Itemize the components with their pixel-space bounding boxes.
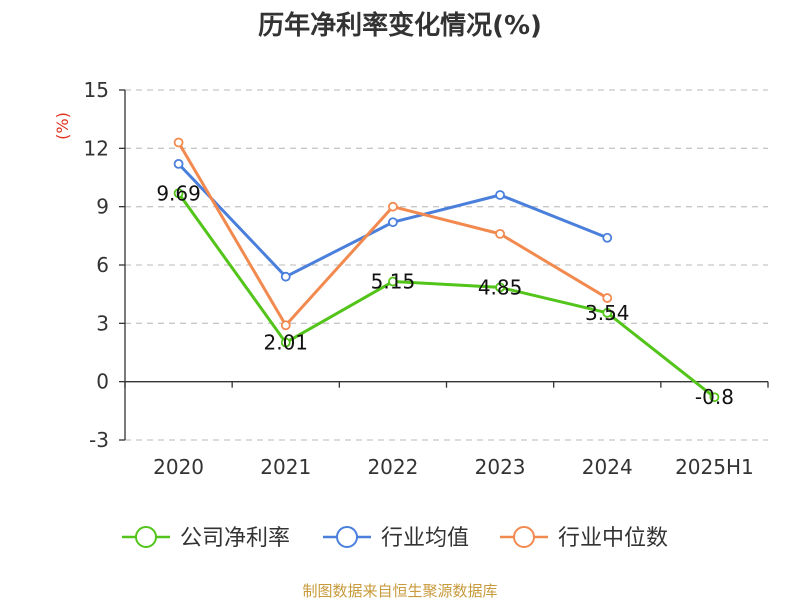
y-axis-unit-label: (%) <box>53 112 72 140</box>
y-tick-label: 15 <box>84 78 109 102</box>
data-point <box>388 276 398 287</box>
data-label: 3.54 <box>585 301 630 325</box>
data-point <box>495 282 505 293</box>
series-line <box>177 192 716 399</box>
legend-label: 公司净利率 <box>180 526 290 551</box>
legend[interactable]: 公司净利率 行业均值 行业中位数 <box>122 526 668 551</box>
x-tick-label: 2023 <box>475 455 526 479</box>
data-point <box>495 190 505 200</box>
legend-item[interactable]: 行业均值 <box>323 526 469 551</box>
data-point <box>709 392 720 403</box>
data-point <box>388 201 398 212</box>
legend-marker <box>336 526 358 548</box>
data-point <box>602 293 613 303</box>
data-label: 9.69 <box>156 181 201 205</box>
x-tick-label: 2022 <box>367 455 418 479</box>
y-tick-label: 9 <box>96 195 109 219</box>
x-tick-label: 2024 <box>582 455 633 479</box>
data-point <box>602 232 613 243</box>
chart-title: 历年净利率变化情况(%) <box>258 10 542 41</box>
data-point <box>280 337 291 348</box>
data-point <box>602 307 613 318</box>
data-point <box>173 137 184 148</box>
data-labels: 9.69 2.01 5.15 4.85 3.54 -0.8 <box>156 181 734 409</box>
data-point <box>388 217 398 228</box>
legend-marker <box>513 526 535 548</box>
legend-label: 行业均值 <box>381 526 469 551</box>
legend-label: 行业中位数 <box>558 526 668 551</box>
x-tick-label: 2025H1 <box>675 455 754 479</box>
y-tick-label: 12 <box>84 136 109 160</box>
data-label: -0.8 <box>695 385 734 409</box>
data-point <box>495 228 505 239</box>
data-point <box>280 271 291 282</box>
grid-lines <box>125 89 768 441</box>
y-tick-label: -3 <box>89 428 109 452</box>
y-tick-label: 6 <box>96 253 109 277</box>
data-label: 2.01 <box>263 331 308 355</box>
axes: -3 0 3 6 9 12 15 2020 2021 2022 2023 2024 2025H1 <box>84 78 769 479</box>
source-note: 制图数据来自恒生聚源数据库 <box>302 582 497 600</box>
y-tick-label: 3 <box>96 311 109 335</box>
x-tick-label: 2021 <box>260 455 311 479</box>
series-lines <box>173 137 720 403</box>
y-tick-label: 0 <box>96 370 109 394</box>
legend-item[interactable]: 行业中位数 <box>500 526 668 551</box>
legend-item[interactable]: 公司净利率 <box>122 526 290 551</box>
data-point <box>173 188 184 199</box>
data-point <box>173 158 184 169</box>
data-point <box>280 320 291 331</box>
data-label: 5.15 <box>371 270 416 294</box>
data-label: 4.85 <box>478 275 523 299</box>
legend-marker <box>135 526 157 548</box>
x-tick-label: 2020 <box>153 455 204 479</box>
